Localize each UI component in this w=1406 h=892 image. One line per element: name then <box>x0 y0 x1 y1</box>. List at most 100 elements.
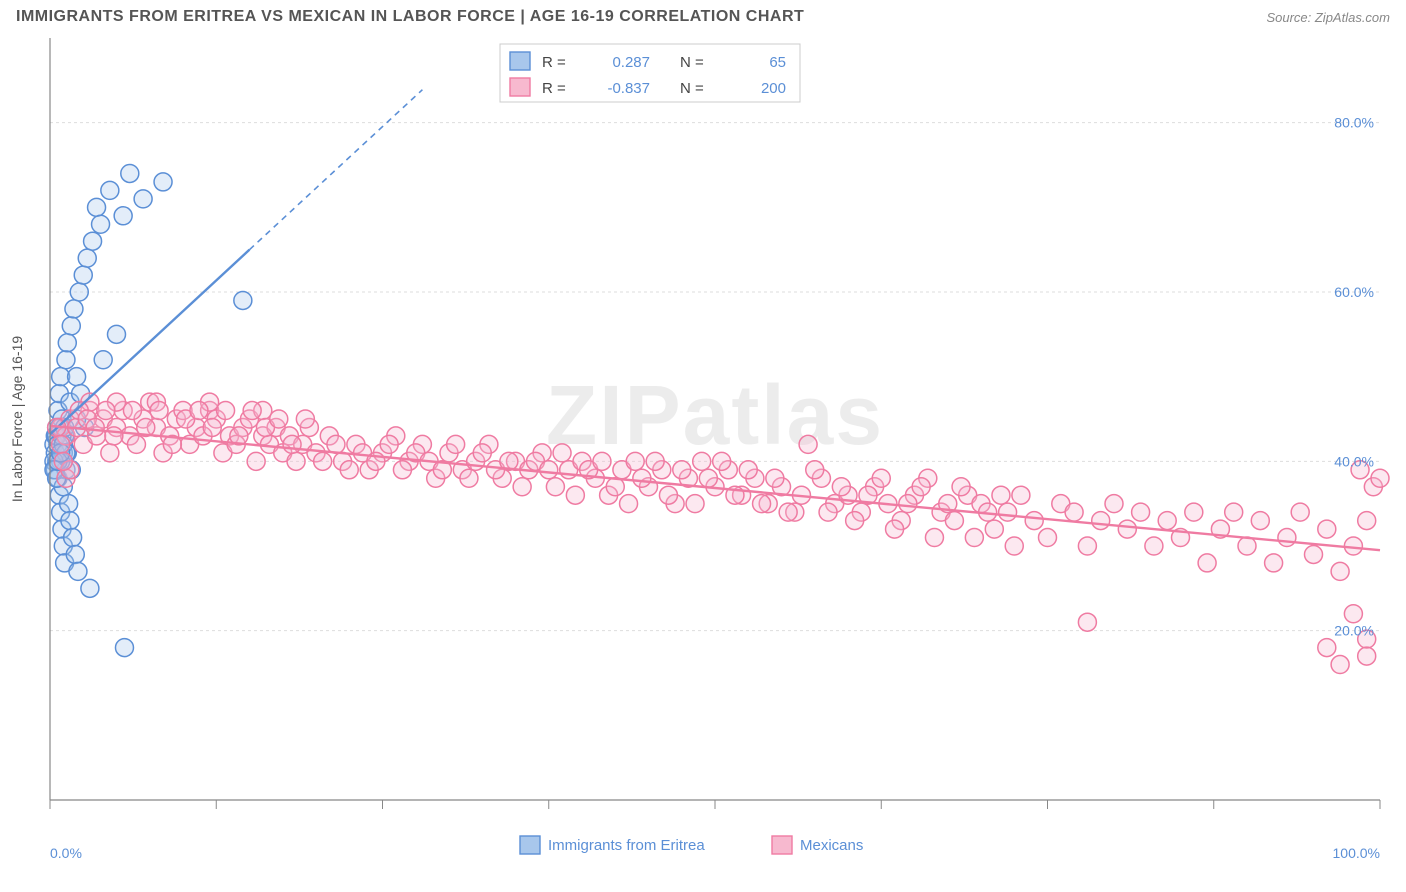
data-point <box>84 232 102 250</box>
data-point <box>1251 512 1269 530</box>
data-point <box>992 486 1010 504</box>
data-point <box>1012 486 1030 504</box>
data-point <box>1371 469 1389 487</box>
data-point <box>74 266 92 284</box>
data-point <box>1145 537 1163 555</box>
data-point <box>52 435 70 453</box>
data-point <box>69 562 87 580</box>
data-point <box>673 461 691 479</box>
data-point <box>127 435 145 453</box>
data-point <box>283 435 301 453</box>
legend-label: Immigrants from Eritrea <box>548 837 705 854</box>
data-point <box>1305 545 1323 563</box>
data-point <box>540 461 558 479</box>
data-point <box>1358 512 1376 530</box>
x-tick-label: 100.0% <box>1333 845 1380 861</box>
data-point <box>86 418 104 436</box>
data-point <box>899 495 917 513</box>
legend-r-value: -0.837 <box>607 80 650 97</box>
x-tick-label: 0.0% <box>50 845 82 861</box>
data-point <box>123 402 141 420</box>
regression-line-dashed <box>250 90 423 250</box>
data-point <box>766 469 784 487</box>
data-point <box>101 181 119 199</box>
data-point <box>633 469 651 487</box>
data-point <box>217 402 235 420</box>
legend-r-value: 0.287 <box>612 54 650 71</box>
legend-n-value: 65 <box>769 54 786 71</box>
data-point <box>154 173 172 191</box>
data-point <box>314 452 332 470</box>
title-bar: IMMIGRANTS FROM ERITREA VS MEXICAN IN LA… <box>0 0 1406 30</box>
data-point <box>190 402 208 420</box>
data-point <box>1025 512 1043 530</box>
y-tick-label: 40.0% <box>1334 453 1374 469</box>
data-point <box>1198 554 1216 572</box>
data-point <box>999 503 1017 521</box>
data-point <box>753 495 771 513</box>
data-point <box>105 427 123 445</box>
legend-swatch <box>520 836 540 854</box>
data-point <box>593 452 611 470</box>
data-point <box>739 461 757 479</box>
data-point <box>945 512 963 530</box>
data-point <box>1238 537 1256 555</box>
data-point <box>1078 613 1096 631</box>
data-point <box>78 249 96 267</box>
data-point <box>1225 503 1243 521</box>
data-point <box>699 469 717 487</box>
data-point <box>134 190 152 208</box>
data-point <box>806 461 824 479</box>
data-point <box>296 410 314 428</box>
data-point <box>626 452 644 470</box>
source-label: Source: ZipAtlas.com <box>1266 10 1390 25</box>
data-point <box>114 207 132 225</box>
y-tick-label: 20.0% <box>1334 623 1374 639</box>
data-point <box>340 461 358 479</box>
data-point <box>1078 537 1096 555</box>
data-point <box>94 351 112 369</box>
data-point <box>1105 495 1123 513</box>
data-point <box>88 198 106 216</box>
data-point <box>393 461 411 479</box>
legend-label: Mexicans <box>800 837 863 854</box>
data-point <box>886 520 904 538</box>
data-point <box>64 529 82 547</box>
data-point <box>1132 503 1150 521</box>
data-point <box>1358 647 1376 665</box>
data-point <box>57 351 75 369</box>
data-point <box>686 495 704 513</box>
data-point <box>566 486 584 504</box>
data-point <box>1265 554 1283 572</box>
data-point <box>912 478 930 496</box>
legend-swatch <box>510 52 530 70</box>
data-point <box>70 283 88 301</box>
data-point <box>779 503 797 521</box>
data-point <box>1039 529 1057 547</box>
legend-n-label: N = <box>680 80 704 97</box>
data-point <box>1065 503 1083 521</box>
data-point <box>243 402 261 420</box>
chart-area: ZIPatlas0.0%100.0%20.0%40.0%60.0%80.0%In… <box>0 30 1406 880</box>
data-point <box>965 529 983 547</box>
legend-n-value: 200 <box>761 80 786 97</box>
data-point <box>1331 562 1349 580</box>
data-point <box>60 495 78 513</box>
data-point <box>270 410 288 428</box>
data-point <box>150 402 168 420</box>
data-point <box>58 334 76 352</box>
data-point <box>546 478 564 496</box>
data-point <box>61 512 79 530</box>
data-point <box>513 478 531 496</box>
data-point <box>287 452 305 470</box>
legend-r-label: R = <box>542 80 566 97</box>
data-point <box>54 452 72 470</box>
data-point <box>1185 503 1203 521</box>
data-point <box>872 469 890 487</box>
source-name: ZipAtlas.com <box>1315 10 1390 25</box>
data-point <box>846 512 864 530</box>
data-point <box>460 469 478 487</box>
data-point <box>101 444 119 462</box>
data-point <box>1158 512 1176 530</box>
legend-swatch <box>510 78 530 96</box>
